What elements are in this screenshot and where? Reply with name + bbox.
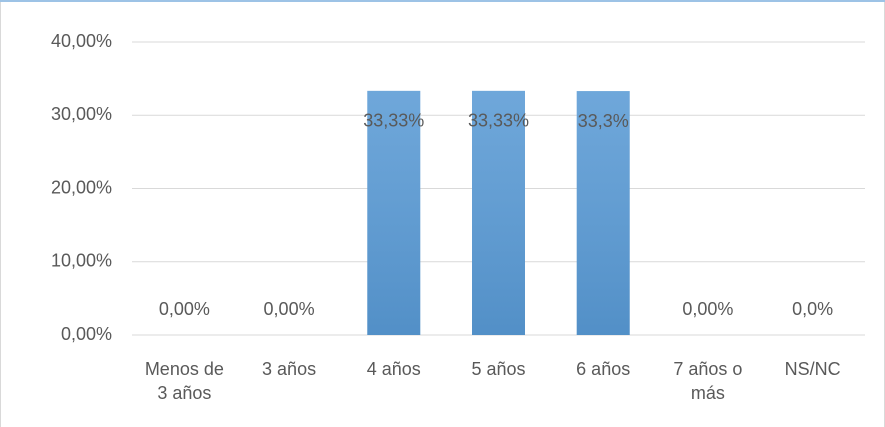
value-label: 0,0% <box>792 299 833 319</box>
bar-shade <box>576 91 630 335</box>
bar-shade <box>472 90 525 335</box>
y-tick-label: 30,00% <box>51 104 112 124</box>
x-tick-label: 4 años <box>366 359 421 379</box>
y-tick-label: 0,00% <box>61 324 112 344</box>
value-label: 33,3% <box>578 111 629 131</box>
value-label: 33,33% <box>363 111 424 131</box>
x-tick-label: Menos de 3 años <box>144 359 224 403</box>
x-tick-label: 6 años <box>576 359 631 379</box>
x-tick-label: NS/NC <box>784 359 841 379</box>
value-label: 0,00% <box>159 299 210 319</box>
value-label: 33,33% <box>468 111 529 131</box>
value-label: 0,00% <box>682 299 733 319</box>
x-tick-label: 5 años <box>471 359 526 379</box>
y-tick-label: 40,00% <box>51 31 112 51</box>
bar-shade <box>367 90 421 335</box>
value-label: 0,00% <box>264 299 315 319</box>
x-tick-label: 3 años <box>262 359 317 379</box>
y-tick-label: 10,00% <box>51 251 112 271</box>
y-tick-label: 20,00% <box>51 177 112 197</box>
x-tick-label: 7 años o más <box>673 359 743 403</box>
